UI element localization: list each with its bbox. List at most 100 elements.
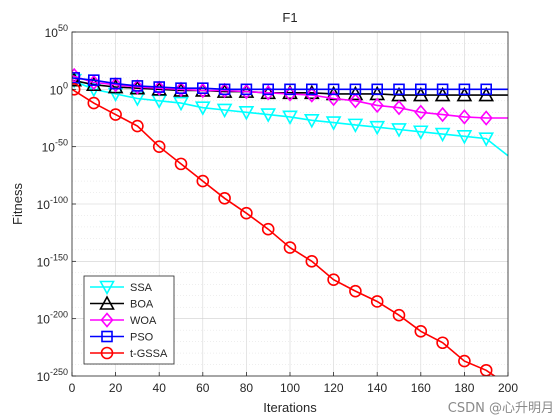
x-tick-label: 100	[280, 381, 300, 395]
series-line	[72, 79, 508, 157]
data-point-marker	[261, 85, 275, 101]
y-tick-label: 100	[50, 80, 68, 97]
y-tick-label: 10-200	[37, 310, 68, 327]
data-point-marker	[434, 127, 451, 143]
data-point-marker	[194, 101, 211, 116]
data-point-marker	[393, 83, 405, 96]
watermark: CSDN @心升明月	[447, 401, 554, 416]
x-tick-label: 180	[454, 381, 474, 395]
data-point-marker	[218, 191, 231, 205]
x-tick-label: 140	[367, 381, 387, 395]
data-point-marker	[414, 104, 428, 121]
data-point-marker	[282, 110, 298, 126]
data-point-marker	[153, 81, 165, 93]
data-point-marker	[412, 125, 429, 140]
data-point-marker	[284, 83, 296, 96]
y-tick-label: 10-50	[42, 138, 68, 155]
data-point-marker	[436, 106, 450, 123]
y-tick-label: 10-100	[37, 195, 68, 212]
legend-entry: t-GSSA	[90, 346, 168, 360]
data-point-marker	[347, 118, 364, 134]
x-tick-label: 20	[109, 381, 123, 395]
data-point-marker	[283, 86, 297, 102]
data-point-marker	[456, 130, 473, 145]
data-point-marker	[327, 90, 341, 107]
legend-label: SSA	[130, 282, 153, 294]
data-point-marker	[109, 77, 122, 90]
data-point-marker	[216, 103, 233, 119]
data-point-marker	[327, 83, 340, 96]
data-point-marker	[327, 273, 340, 286]
data-point-marker	[87, 96, 101, 110]
y-tick-label: 1050	[45, 23, 68, 40]
data-point-marker	[392, 308, 406, 322]
data-point-marker	[369, 120, 386, 136]
legend: SSA BOA WOA PSO t-GSSA	[83, 275, 175, 365]
data-point-marker	[370, 295, 384, 308]
series-group	[72, 67, 508, 376]
legend-label: t-GSSA	[130, 348, 168, 360]
data-point-marker	[261, 222, 275, 236]
data-point-marker	[347, 85, 364, 101]
data-point-marker	[480, 83, 493, 96]
data-point-marker	[173, 96, 189, 112]
data-point-marker	[218, 82, 232, 99]
legend-entry: SSA	[90, 280, 153, 296]
data-point-marker	[458, 83, 471, 96]
series-line	[72, 88, 496, 376]
data-point-marker	[238, 105, 255, 121]
y-tick-label: 10-250	[37, 367, 68, 384]
data-point-marker	[305, 255, 319, 268]
data-point-marker	[218, 83, 231, 96]
data-point-marker	[175, 82, 187, 94]
legend-entry: BOA	[90, 295, 154, 311]
data-point-marker	[174, 81, 188, 98]
data-point-marker	[458, 354, 471, 368]
data-point-marker	[283, 241, 297, 254]
y-axis-title: Fitness	[10, 183, 25, 225]
data-point-marker	[370, 97, 384, 114]
legend-label: BOA	[130, 299, 154, 311]
data-point-marker	[436, 336, 449, 350]
data-point-marker	[99, 280, 115, 296]
data-point-marker	[479, 110, 493, 126]
series-pso	[72, 72, 508, 96]
axis-ticks: 0 20 40 60 80 100 120 140 160 180 200 1050 100 10-50 1…	[37, 23, 519, 395]
legend-label: WOA	[130, 315, 157, 327]
x-tick-label: 60	[196, 381, 210, 395]
series-line	[72, 77, 508, 91]
data-point-marker	[240, 206, 253, 220]
data-point-marker	[478, 132, 495, 147]
data-point-marker	[457, 109, 471, 125]
data-point-marker	[72, 72, 80, 84]
data-point-marker	[197, 82, 209, 94]
data-point-marker	[131, 119, 144, 133]
data-point-marker	[100, 312, 114, 328]
legend-entry: WOA	[90, 312, 157, 328]
data-point-marker	[436, 83, 449, 96]
x-tick-label: 200	[498, 381, 518, 395]
series-t-gssa	[72, 83, 496, 376]
data-point-marker	[260, 108, 277, 123]
data-point-marker	[371, 83, 384, 96]
data-point-marker	[152, 140, 166, 153]
data-point-marker	[88, 74, 100, 86]
data-point-marker	[414, 324, 428, 338]
data-point-marker	[72, 83, 81, 96]
legend-label: PSO	[130, 332, 154, 344]
data-point-marker	[131, 80, 144, 92]
data-point-marker	[349, 83, 362, 96]
data-point-marker	[109, 108, 122, 121]
data-point-marker	[325, 85, 342, 101]
data-point-marker	[414, 83, 427, 96]
x-tick-label: 0	[69, 381, 76, 395]
data-point-marker	[391, 123, 407, 138]
data-point-marker	[348, 93, 362, 109]
data-point-marker	[240, 83, 253, 96]
data-point-marker	[174, 157, 188, 171]
x-tick-label: 40	[153, 381, 167, 395]
chart-title: F1	[282, 10, 297, 25]
data-point-marker	[262, 83, 275, 96]
series-line	[72, 79, 508, 96]
y-tick-label: 10-150	[37, 252, 68, 269]
